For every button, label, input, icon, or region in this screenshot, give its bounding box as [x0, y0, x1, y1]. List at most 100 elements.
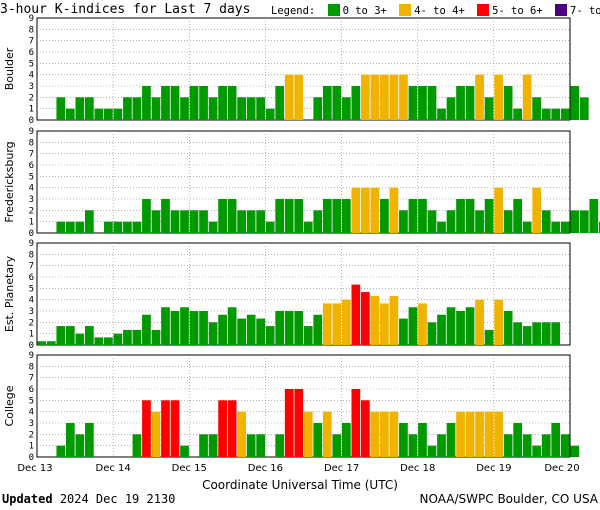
k-index-bar: [303, 221, 313, 233]
k-index-bar: [113, 221, 123, 233]
k-index-bar: [589, 199, 599, 233]
k-index-bar: [208, 434, 218, 457]
k-index-bar: [341, 423, 351, 457]
k-index-bar: [465, 307, 475, 345]
k-index-bar: [532, 445, 542, 457]
k-index-bar: [541, 322, 551, 345]
k-index-bar: [456, 411, 465, 457]
k-index-bar: [380, 303, 389, 345]
k-index-bar: [56, 445, 66, 457]
k-index-bar: [123, 97, 132, 120]
k-index-bar: [132, 329, 142, 345]
y-tick-label: 4: [29, 184, 34, 194]
k-index-bar: [113, 108, 123, 120]
legend-label: Legend:: [271, 5, 316, 17]
y-tick-label: 5: [29, 172, 34, 182]
k-index-bar: [180, 445, 189, 457]
k-index-bar: [370, 74, 380, 120]
y-tick-label: 0: [29, 341, 34, 351]
k-index-bar: [94, 337, 104, 345]
k-index-bar: [503, 210, 513, 233]
y-tick-label: 7: [29, 37, 34, 47]
k-index-bar: [104, 221, 113, 233]
k-index-bar: [313, 314, 323, 345]
k-index-bar: [237, 411, 246, 457]
y-tick-label: 9: [29, 127, 34, 137]
legend-swatch-yellow: [399, 4, 412, 16]
k-index-bar: [522, 326, 532, 345]
k-index-bar: [84, 423, 94, 457]
k-index-bar: [494, 411, 503, 457]
k-index-bar: [218, 199, 227, 233]
k-index-bar: [46, 341, 56, 345]
k-index-bar: [123, 329, 132, 345]
y-tick-label: 4: [29, 408, 34, 418]
k-index-bar: [65, 326, 75, 345]
y-tick-label: 8: [29, 250, 34, 260]
k-index-bar: [380, 411, 389, 457]
k-index-bar: [332, 86, 342, 120]
y-tick-label: 5: [29, 59, 34, 69]
k-index-bar: [551, 108, 561, 120]
k-index-bar: [161, 307, 170, 345]
k-index-bar: [570, 86, 580, 120]
k-index-bar: [208, 221, 218, 233]
k-index-bar: [189, 311, 199, 345]
station-label: Est. Planetary: [3, 255, 16, 332]
k-index-bar: [199, 210, 208, 233]
k-index-bar: [218, 314, 227, 345]
k-index-bar: [84, 326, 94, 345]
k-index-bar: [351, 86, 361, 120]
k-index-bar: [503, 86, 513, 120]
k-index-bar: [284, 199, 294, 233]
k-index-bar: [446, 97, 456, 120]
k-index-bar: [303, 411, 313, 457]
y-tick-label: 7: [29, 374, 34, 384]
station-label: Boulder: [3, 47, 16, 90]
k-index-bar: [142, 86, 151, 120]
k-index-bar: [180, 307, 189, 345]
k-index-bar: [579, 210, 589, 233]
k-index-bar: [170, 311, 180, 345]
k-index-bar: [199, 311, 208, 345]
k-index-bar: [503, 311, 513, 345]
k-index-bar: [494, 74, 503, 120]
x-tick-label: Dec 13: [17, 463, 52, 474]
legend-swatch-purple: [555, 4, 567, 16]
k-index-bar: [389, 187, 399, 233]
k-index-bar: [227, 86, 237, 120]
k-index-bar: [551, 322, 561, 345]
y-tick-label: 6: [29, 48, 34, 58]
k-index-bar: [361, 400, 370, 457]
k-index-bar: [427, 86, 437, 120]
k-index-bar: [389, 295, 399, 345]
k-index-bar: [180, 97, 189, 120]
k-index-bar: [456, 199, 465, 233]
k-index-bar: [399, 423, 408, 457]
k-index-bar: [341, 199, 351, 233]
k-index-bar: [208, 97, 218, 120]
k-index-bar: [132, 221, 142, 233]
k-index-bar: [237, 318, 246, 345]
k-index-bar: [560, 221, 570, 233]
k-index-bar: [532, 322, 542, 345]
k-index-bar: [132, 434, 142, 457]
x-axis-label: Coordinate Universal Time (UTC): [202, 478, 398, 492]
k-index-bar: [313, 423, 323, 457]
k-index-bar: [598, 221, 600, 233]
k-index-bar: [370, 411, 380, 457]
k-index-bar: [399, 210, 408, 233]
k-index-bar: [275, 311, 285, 345]
k-index-bar: [246, 434, 256, 457]
y-tick-label: 8: [29, 25, 34, 35]
x-tick-label: Dec 19: [476, 463, 511, 474]
k-index-bar: [418, 199, 427, 233]
k-index-bar: [56, 97, 66, 120]
k-index-bar: [408, 307, 418, 345]
k-index-bar: [570, 210, 580, 233]
k-index-bar: [161, 400, 170, 457]
legend-swatch-red: [477, 4, 490, 16]
k-index-bar: [227, 199, 237, 233]
updated-timestamp: Updated 2024 Dec 19 2130: [2, 492, 175, 506]
